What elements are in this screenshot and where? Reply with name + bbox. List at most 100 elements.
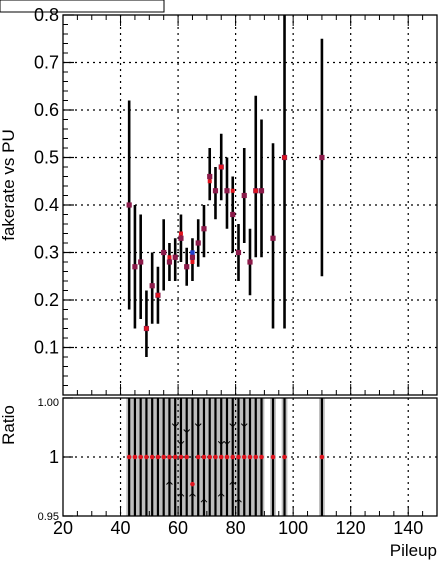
ratio-point [253, 454, 259, 460]
arrow-head [177, 440, 185, 446]
arrow-head [229, 423, 237, 428]
arrow-head [177, 492, 185, 497]
data-point-red [167, 255, 172, 260]
data-point-red [178, 231, 183, 236]
x-tick-label: 40 [111, 518, 131, 538]
y-tick-label: 0.6 [34, 100, 59, 120]
arrow-head [200, 498, 208, 503]
top-panel: 0.1 0.2 0.3 0.4 0.5 0.6 0.7 0.8 [34, 5, 438, 396]
data-point-red [207, 179, 212, 184]
data-point [184, 264, 190, 270]
data-point [247, 259, 253, 265]
bottom-ticks: 20 40 60 80 100 120 140 0.95 1 1.00 [38, 397, 438, 538]
legend-box [0, 0, 165, 13]
y-tick-label: 0.95 [38, 511, 59, 523]
x-tick-label: 80 [226, 518, 246, 538]
ratio-point [132, 454, 138, 460]
data-point [195, 240, 201, 246]
ratio-point [195, 454, 201, 460]
y-tick-label: 1.00 [38, 397, 59, 409]
ratio-point [282, 454, 287, 460]
ratio-point [172, 454, 178, 460]
arrow-head [194, 423, 202, 428]
data-point [319, 154, 325, 161]
ratio-point [149, 454, 155, 460]
data-point [178, 235, 184, 241]
ratio-point [144, 454, 149, 460]
ratio-point [126, 454, 132, 460]
y-tick-label: 0.1 [34, 338, 59, 358]
ratio-point [201, 454, 207, 460]
y-axis-title-top: fakerate vs PU [0, 129, 18, 241]
y-tick-label: 0.7 [34, 53, 59, 73]
arrow-head [229, 480, 237, 485]
data-point [201, 226, 207, 232]
top-grid [63, 15, 437, 395]
x-tick-label: 120 [336, 518, 366, 538]
ratio-point [241, 454, 247, 460]
bottom-marks [126, 421, 325, 505]
data-point-red [253, 188, 258, 193]
data-point-red [155, 293, 160, 298]
x-tick-label: 140 [393, 518, 423, 538]
data-point [241, 192, 247, 199]
x-tick-label: 100 [278, 518, 308, 538]
top-marks [126, 15, 325, 357]
data-point [230, 211, 236, 218]
ratio-point [155, 454, 161, 460]
top-ticks: 0.1 0.2 0.3 0.4 0.5 0.6 0.7 0.8 [34, 5, 438, 395]
arrow-head [189, 492, 196, 497]
data-point [189, 254, 196, 260]
data-point [132, 264, 138, 270]
data-point [212, 188, 219, 194]
data-point [138, 259, 144, 265]
ratio-point [224, 454, 230, 460]
ratio-point [218, 454, 224, 460]
data-point-red [190, 260, 195, 264]
ratio-point [270, 454, 276, 460]
y-tick-label: 0.2 [34, 290, 59, 310]
data-point [172, 254, 178, 260]
y-tick-label: 0.5 [34, 148, 59, 168]
arrow-head [217, 492, 225, 497]
data-point-red [219, 165, 224, 169]
ratio-point [230, 454, 236, 460]
ratio-point [247, 454, 253, 460]
ratio-point [167, 454, 172, 460]
y-tick-label: 1 [49, 447, 59, 467]
y-tick-label: 0.8 [34, 5, 59, 25]
data-point [224, 188, 230, 194]
y-axis-title-bottom: Ratio [0, 405, 18, 445]
x-tick-label: 20 [53, 518, 73, 538]
arrow-head [240, 423, 248, 428]
ratio-point [178, 454, 184, 460]
arrow-head [183, 429, 191, 434]
ratio-point [138, 454, 143, 460]
data-point [166, 259, 173, 265]
data-point-red [230, 188, 235, 193]
ratio-point [207, 454, 213, 460]
data-point [235, 249, 242, 256]
y-tick-label: 0.3 [34, 243, 59, 263]
bottom-panel: 20 40 60 80 100 120 140 0.95 1 1.00 [38, 397, 438, 538]
data-point [126, 202, 132, 208]
y-tick-label: 0.4 [34, 195, 59, 215]
ratio-point [213, 454, 218, 460]
data-point-blue [190, 250, 195, 255]
arrow-head [166, 480, 173, 485]
arrow-head [223, 440, 231, 446]
arrow-head [217, 440, 225, 446]
arrow-head [171, 423, 179, 428]
arrow-head [235, 498, 242, 503]
data-point [258, 188, 265, 194]
data-point-red [282, 155, 287, 160]
x-axis-title: Pileup [390, 541, 437, 560]
ratio-point [184, 454, 190, 460]
ratio-point [161, 454, 166, 460]
x-tick-label: 60 [168, 518, 188, 538]
data-point [149, 283, 155, 289]
data-point [207, 173, 213, 180]
ratio-point [236, 454, 241, 460]
ratio-point [259, 454, 264, 460]
